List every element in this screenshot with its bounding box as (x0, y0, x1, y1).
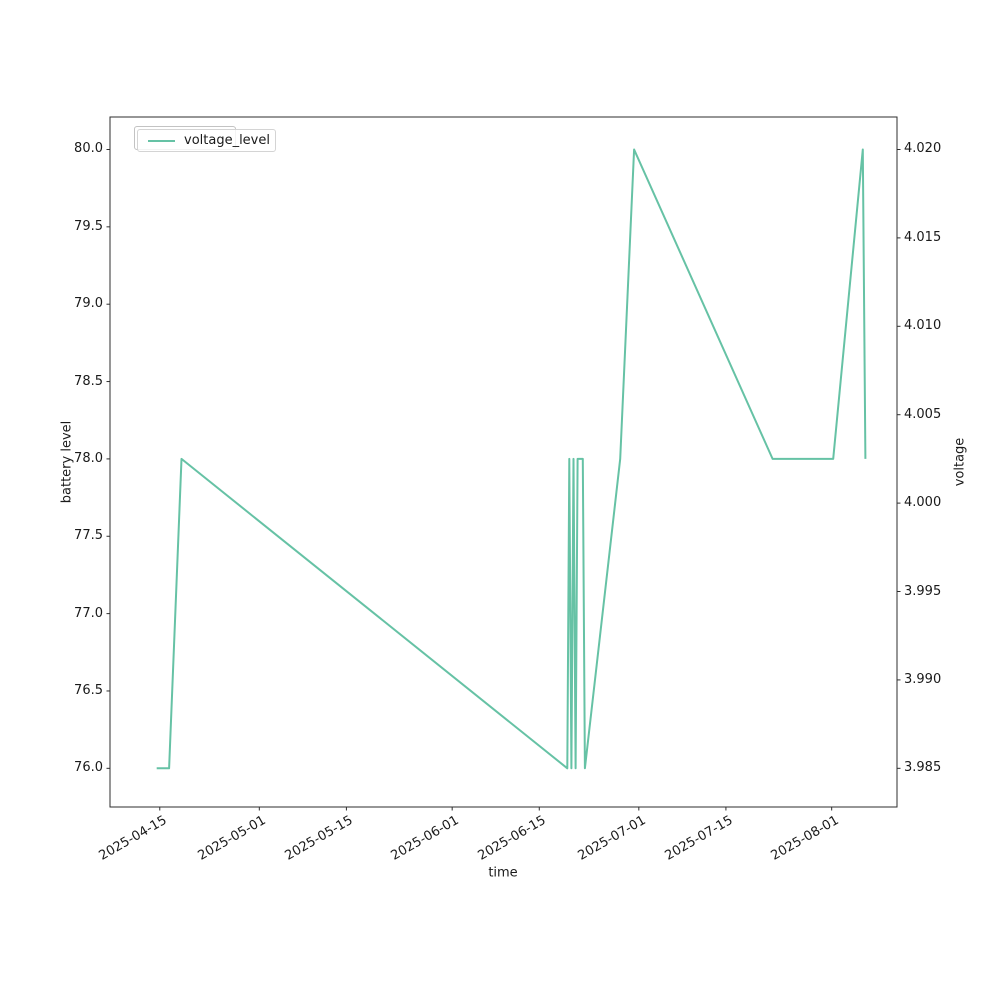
y-left-tick-label: 80.0 (74, 141, 103, 157)
y-left-tick-label: 76.0 (74, 760, 103, 776)
y-right-tick-label: 4.000 (904, 495, 942, 511)
y-left-tick-label: 77.5 (74, 528, 103, 544)
legend-label: voltage_level (184, 133, 270, 148)
x-axis-label: time (488, 865, 518, 881)
legend: voltage_level (137, 129, 276, 152)
y-right-tick-label: 4.005 (904, 406, 942, 422)
y-left-tick-label: 78.0 (74, 450, 103, 466)
y-left-tick-label: 76.5 (74, 682, 103, 698)
legend-line-sample (148, 139, 175, 142)
y-axis-label-right: voltage (952, 437, 968, 487)
y-left-tick-label: 79.5 (74, 218, 103, 234)
y-right-tick-label: 4.010 (904, 318, 942, 334)
y-right-tick-label: 4.020 (904, 141, 942, 157)
y-left-tick-label: 77.0 (74, 605, 103, 621)
y-right-tick-label: 3.985 (904, 760, 942, 776)
series-line-voltage-level (156, 148, 867, 770)
y-right-tick-label: 4.015 (904, 229, 942, 245)
y-right-tick-label: 3.990 (904, 671, 942, 687)
plot-border (109, 116, 898, 808)
y-left-tick-label: 78.5 (74, 373, 103, 389)
y-right-tick-label: 3.995 (904, 583, 942, 599)
y-left-tick-label: 79.0 (74, 296, 103, 312)
